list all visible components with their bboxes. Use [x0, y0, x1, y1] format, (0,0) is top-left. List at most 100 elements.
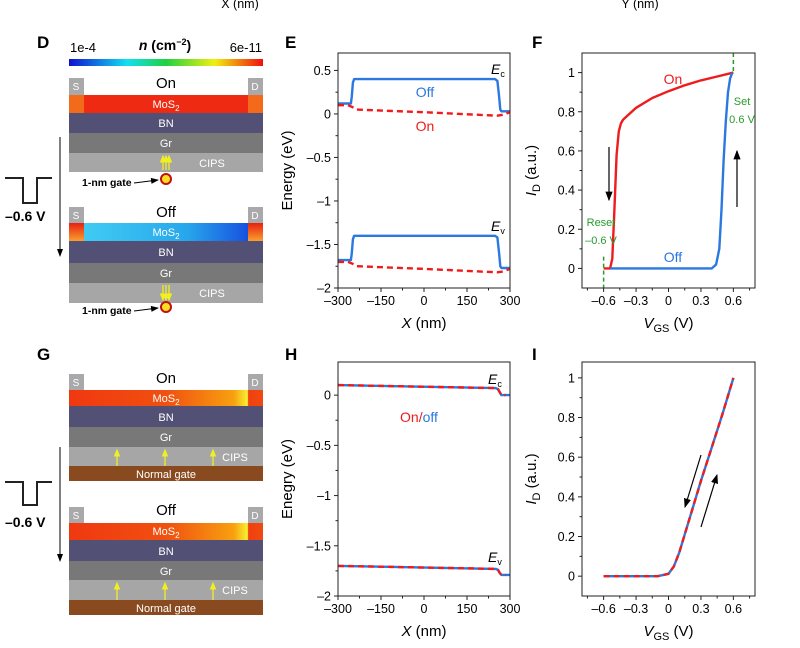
gr-label: Gr: [160, 268, 173, 280]
x-tick-label: 0: [421, 602, 428, 616]
y-tick-label: 0.6: [558, 451, 575, 465]
x-tick-label: –300: [324, 294, 352, 308]
mos2-layer: [69, 523, 263, 540]
cips-label: CIPS: [199, 288, 225, 300]
drain-contact: [248, 207, 263, 223]
on-off-label: On/off: [400, 409, 438, 425]
bn-label: BN: [158, 412, 173, 424]
ev-label: Ev: [491, 218, 505, 236]
bn-label: BN: [158, 118, 173, 130]
y-tick-label: –0.5: [307, 151, 331, 165]
y-axis-label: Energy (eV): [279, 130, 296, 210]
series-line-off-ec: [338, 77, 510, 113]
y-axis-label: ID (a.u.): [523, 453, 543, 504]
panel-label-h: H: [285, 345, 297, 364]
on-label: On: [664, 71, 683, 87]
series-line-off: [610, 72, 734, 270]
drain-label: D: [251, 511, 258, 522]
y-tick-label: –2: [317, 282, 331, 296]
y-tick-label: 0: [324, 389, 331, 403]
y-tick-label: 0.4: [558, 184, 575, 198]
gr-layer: [69, 427, 263, 447]
source-contact: [69, 207, 84, 223]
x-tick-label: 0.3: [692, 294, 709, 308]
gr-label: Gr: [160, 138, 173, 150]
plot-frame: [581, 361, 756, 597]
panel-label-f: F: [532, 33, 542, 52]
x-tick-label: –0.6: [591, 602, 615, 616]
bn-layer: [69, 406, 263, 427]
off-label: Off: [416, 84, 435, 100]
pulse-label: –0.6 V: [5, 514, 46, 530]
bn-label: BN: [158, 546, 173, 558]
series-line-on: [603, 71, 734, 270]
colorbar-max-label: 6e-11: [230, 40, 262, 55]
drain-label: D: [251, 378, 258, 389]
normal-gate-layer: [69, 600, 263, 615]
y-tick-label: 0.8: [558, 411, 575, 425]
gr-label: Gr: [160, 432, 173, 444]
state-on-label: On: [156, 75, 176, 92]
y-tick-label: 0.4: [558, 490, 575, 504]
state-off-label: Off: [156, 204, 177, 221]
source-label: S: [73, 211, 80, 222]
polarization-arrows-up: [113, 448, 217, 466]
y-tick-label: –1.5: [307, 539, 331, 553]
bn-layer: [69, 113, 263, 133]
x-axis-label: X (nm): [400, 623, 446, 640]
series-line-on-ec: [337, 383, 506, 397]
off-label: Off: [664, 249, 683, 265]
x-tick-label: 0.6: [725, 294, 742, 308]
panel-d: D 1e-4 6e-11 n (cm−2) On S D MoS2 BN Gr …: [5, 33, 263, 317]
bn-layer: [69, 241, 263, 263]
gr-layer: [69, 133, 263, 153]
chart-h-band-diagram: –300 –150 0 150 300 0 –0.5 –1 –1.5 –2 X (nm) Enegry…: [279, 361, 520, 640]
drain-contact: [248, 507, 263, 523]
y-tick-label: 0.2: [558, 223, 575, 237]
source-contact: [69, 78, 84, 95]
sweep-up-arrow: [700, 473, 718, 528]
source-contact: [69, 507, 84, 523]
normal-gate-layer: [69, 466, 263, 481]
drain-label: D: [251, 82, 258, 93]
mos2-layer: [69, 95, 263, 113]
colorbar: [69, 59, 263, 66]
y-tick-label: –0.5: [307, 439, 331, 453]
chart-e-band-diagram: –300 –150 0 150 300 0.5 0 –0.5 –1 –1.5 –2 X (nm) Ene…: [279, 52, 520, 332]
gr-label: Gr: [160, 566, 173, 578]
drain-contact: [248, 78, 263, 95]
mos2-edge-source: [69, 223, 84, 241]
drain-contact: [248, 374, 263, 390]
source-contact: [69, 374, 84, 390]
gr-layer: [69, 561, 263, 580]
polarization-arrows-up: [113, 581, 217, 600]
series-line-on-ev: [338, 260, 511, 274]
cips-label: CIPS: [222, 585, 248, 597]
series-line-on-ec: [338, 104, 511, 117]
mos2-layer: [69, 390, 263, 406]
y-tick-label: –1: [317, 194, 331, 208]
y-tick-label: 1: [568, 371, 575, 385]
plot-frame: [337, 361, 511, 597]
y-tick-label: 0.2: [558, 530, 575, 544]
gate-pointer-arrow: [133, 177, 159, 184]
mos2-label: MoS2: [152, 526, 180, 540]
on-label: On: [416, 118, 435, 134]
cut-xlabel-left: X (nm): [221, 0, 259, 11]
normal-gate-label: Normal gate: [136, 469, 196, 481]
cut-xlabel-right: Y (nm): [621, 0, 658, 11]
gate-label: 1-nm gate: [82, 305, 132, 317]
chart-f-transfer-curve: –0.6 –0.3 0 0.3 0.6 0 0.2 0.4 0.6 0.8 1 VGS (V) ID (…: [523, 52, 756, 335]
series-line-off-ev: [338, 234, 510, 270]
y-tick-label: 1: [568, 66, 575, 80]
cips-label: CIPS: [199, 158, 225, 170]
cips-label: CIPS: [222, 452, 248, 464]
sweep-down-arrow: [684, 454, 702, 509]
y-tick-label: 0: [568, 570, 575, 584]
mos2-edge-drain: [248, 95, 263, 113]
x-tick-label: 0.3: [692, 602, 709, 616]
series-line-on-ev: [337, 564, 506, 577]
polarization-arrows-down: [159, 285, 173, 302]
state-on-label: On: [156, 370, 176, 387]
